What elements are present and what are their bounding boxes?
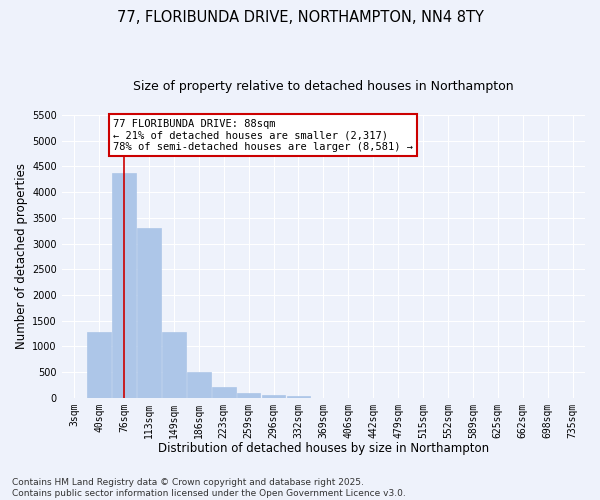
Bar bbox=[137, 228, 161, 398]
Bar bbox=[112, 172, 136, 398]
X-axis label: Distribution of detached houses by size in Northampton: Distribution of detached houses by size … bbox=[158, 442, 489, 455]
Text: 77 FLORIBUNDA DRIVE: 88sqm
← 21% of detached houses are smaller (2,317)
78% of s: 77 FLORIBUNDA DRIVE: 88sqm ← 21% of deta… bbox=[113, 118, 413, 152]
Bar bbox=[262, 395, 286, 398]
Bar bbox=[287, 396, 310, 398]
Bar bbox=[212, 387, 236, 398]
Text: 77, FLORIBUNDA DRIVE, NORTHAMPTON, NN4 8TY: 77, FLORIBUNDA DRIVE, NORTHAMPTON, NN4 8… bbox=[116, 10, 484, 25]
Bar bbox=[237, 394, 260, 398]
Bar bbox=[88, 332, 111, 398]
Bar bbox=[187, 372, 211, 398]
Y-axis label: Number of detached properties: Number of detached properties bbox=[15, 164, 28, 350]
Text: Contains HM Land Registry data © Crown copyright and database right 2025.
Contai: Contains HM Land Registry data © Crown c… bbox=[12, 478, 406, 498]
Title: Size of property relative to detached houses in Northampton: Size of property relative to detached ho… bbox=[133, 80, 514, 93]
Bar bbox=[162, 332, 186, 398]
